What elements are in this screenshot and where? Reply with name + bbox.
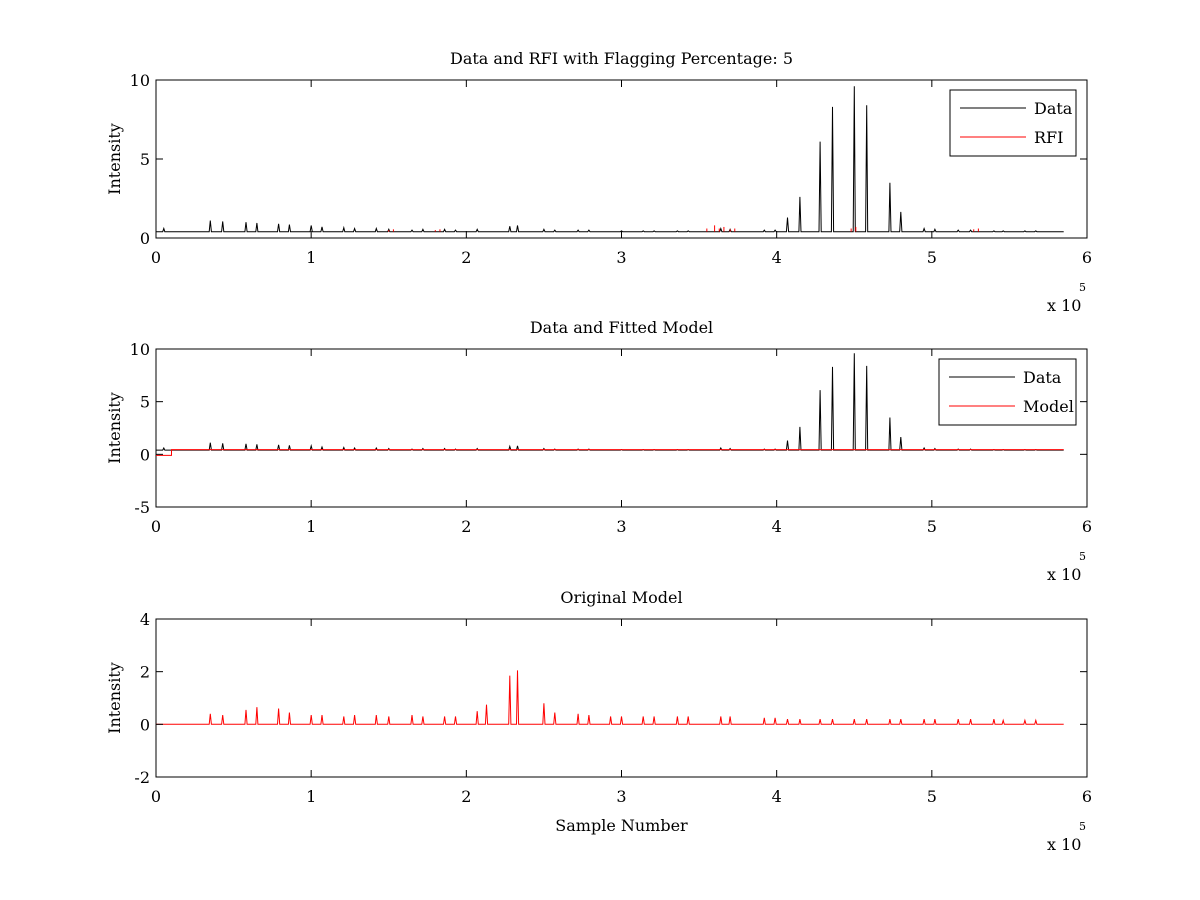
legend-entry: Data [1034, 99, 1073, 118]
x-tick-label: 0 [151, 517, 161, 536]
plot-area [155, 79, 1088, 239]
legend-box [938, 358, 1077, 426]
x-tick-label: 2 [461, 787, 471, 806]
chart-title: Original Model [560, 588, 682, 607]
x-tick-label: 3 [616, 248, 626, 267]
x-tick-label: 5 [927, 517, 937, 536]
y-tick-label: 0 [140, 445, 150, 464]
legend-entry: Model [1023, 397, 1074, 416]
series-group [156, 353, 1064, 456]
y-axis-label: Intensity [105, 392, 124, 464]
y-tick-label: 10 [130, 71, 150, 90]
x-exponent-power: 5 [1079, 550, 1086, 563]
plot-area [155, 348, 1088, 508]
x-tick-label: 1 [306, 787, 316, 806]
chart-title: Data and RFI with Flagging Percentage: 5 [450, 49, 793, 68]
y-tick-label: 2 [140, 663, 150, 682]
x-exponent-base: x 10 [1047, 835, 1081, 854]
x-tick-label: 2 [461, 248, 471, 267]
x-exponent-base: x 10 [1047, 296, 1081, 315]
y-tick-label: 0 [140, 229, 150, 248]
y-tick-label: 4 [140, 610, 150, 629]
y-axis-label: Intensity [105, 123, 124, 195]
x-tick-label: 5 [927, 248, 937, 267]
y-tick-label: 10 [130, 340, 150, 359]
x-axis-label: Sample Number [555, 816, 688, 835]
x-tick-label: 6 [1082, 787, 1092, 806]
series-line-data [156, 86, 1064, 233]
y-tick-label: -5 [134, 498, 150, 517]
legend: Data RFI [949, 89, 1077, 157]
x-tick-label: 4 [772, 248, 782, 267]
y-tick-label: 5 [140, 150, 150, 169]
x-exponent-power: 5 [1079, 281, 1086, 294]
x-tick-label: 4 [772, 517, 782, 536]
legend-entry: Data [1023, 368, 1062, 387]
y-tick-label: 5 [140, 393, 150, 412]
x-tick-label: 5 [927, 787, 937, 806]
legend-box [949, 89, 1077, 157]
x-tick-label: 2 [461, 517, 471, 536]
x-tick-label: 1 [306, 248, 316, 267]
x-tick-label: 6 [1082, 517, 1092, 536]
x-tick-label: 6 [1082, 248, 1092, 267]
subplot-1: 0 1 2 3 4 5 6 0 5 10 x 10 5 Data and RFI with Flaggi… [105, 49, 1092, 315]
y-tick-label: -2 [134, 768, 150, 787]
series-line-model [156, 670, 1064, 725]
x-tick-label: 1 [306, 517, 316, 536]
x-exponent-power: 5 [1079, 820, 1086, 833]
x-tick-label: 4 [772, 787, 782, 806]
y-tick-label: 0 [140, 715, 150, 734]
y-axis-label: Intensity [105, 662, 124, 734]
plot-area [155, 618, 1088, 778]
x-tick-label: 0 [151, 787, 161, 806]
series-group [156, 670, 1064, 725]
legend-entry: RFI [1034, 128, 1063, 147]
legend: Data Model [938, 358, 1077, 426]
x-tick-label: 3 [616, 787, 626, 806]
x-tick-label: 3 [616, 517, 626, 536]
x-exponent-base: x 10 [1047, 565, 1081, 584]
chart-title: Data and Fitted Model [530, 318, 713, 337]
series-line-model [156, 449, 1064, 456]
series-group [156, 86, 1064, 233]
x-tick-label: 0 [151, 248, 161, 267]
